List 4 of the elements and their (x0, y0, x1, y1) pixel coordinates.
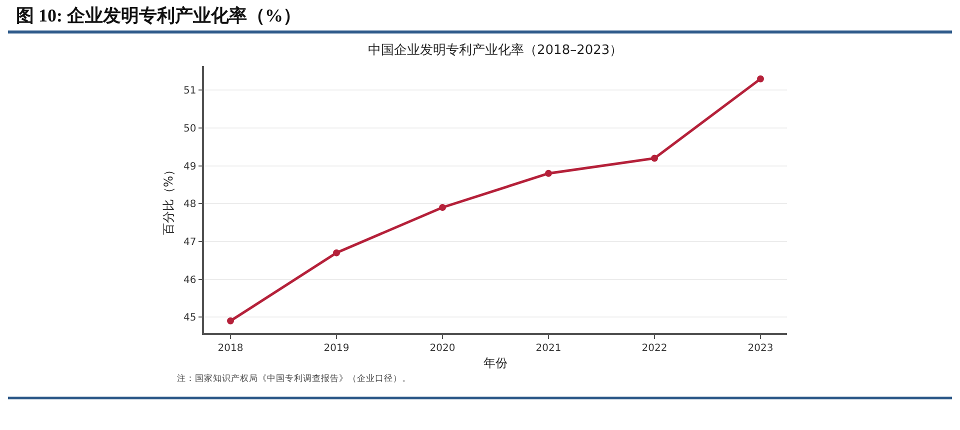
x-tick-label: 2023 (748, 342, 774, 354)
point (757, 75, 764, 82)
point (651, 154, 658, 162)
x-tick-label: 2022 (642, 342, 668, 354)
